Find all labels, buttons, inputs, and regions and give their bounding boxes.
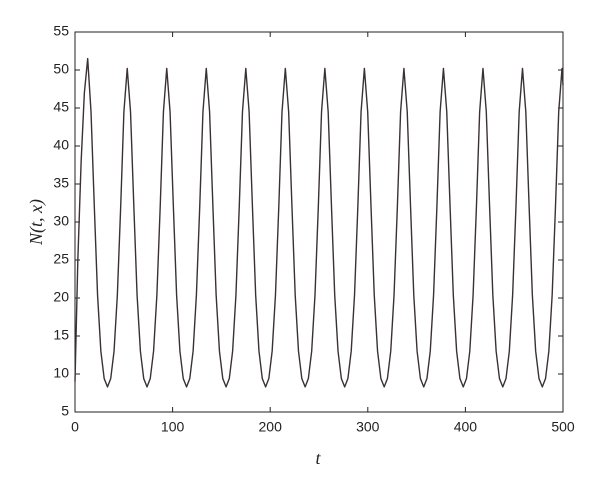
y-axis-label: N(t, x) xyxy=(26,199,47,246)
y-tick-label: 20 xyxy=(53,289,69,305)
y-tick-label: 55 xyxy=(53,23,69,39)
x-tick-label: 100 xyxy=(161,419,185,435)
x-tick-label: 500 xyxy=(551,419,575,435)
y-tick-label: 35 xyxy=(53,175,69,191)
x-tick-label: 400 xyxy=(454,419,478,435)
y-tick-label: 25 xyxy=(53,251,69,267)
x-tick-label: 300 xyxy=(356,419,380,435)
y-tick-label: 10 xyxy=(53,365,69,381)
y-tick-label: 45 xyxy=(53,99,69,115)
x-axis-label: t xyxy=(315,448,321,468)
y-tick-label: 50 xyxy=(53,61,69,77)
y-tick-label: 40 xyxy=(53,137,69,153)
y-tick-label: 30 xyxy=(53,213,69,229)
data-line xyxy=(74,57,564,388)
y-tick-label: 5 xyxy=(61,403,69,419)
y-tick-label: 15 xyxy=(53,327,69,343)
x-tick-label: 200 xyxy=(259,419,283,435)
x-tick-label: 0 xyxy=(71,419,79,435)
